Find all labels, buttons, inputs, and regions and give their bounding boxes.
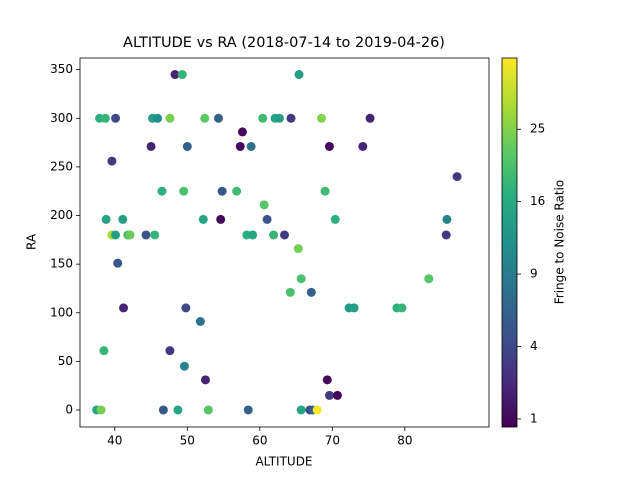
- y-tick-label: 0: [65, 402, 73, 416]
- point: [203, 405, 213, 415]
- point: [200, 113, 210, 123]
- point: [296, 405, 306, 415]
- point: [259, 200, 269, 210]
- point: [214, 113, 224, 123]
- point: [217, 186, 227, 196]
- point: [96, 405, 106, 415]
- colorbar: [501, 57, 518, 428]
- point: [181, 303, 191, 313]
- point: [157, 186, 167, 196]
- colorbar-tick-label: 9: [530, 267, 538, 281]
- point: [330, 214, 340, 224]
- point: [107, 156, 117, 166]
- point: [237, 127, 247, 137]
- point: [179, 361, 189, 371]
- point: [397, 303, 407, 313]
- point: [452, 172, 462, 182]
- point: [165, 346, 175, 356]
- point: [248, 230, 258, 240]
- point: [332, 390, 342, 400]
- point: [320, 186, 330, 196]
- point: [285, 287, 295, 297]
- point: [322, 375, 332, 385]
- point: [286, 113, 296, 123]
- y-tick-label: 100: [50, 305, 73, 319]
- point: [100, 113, 110, 123]
- point: [195, 317, 205, 327]
- point: [141, 230, 151, 240]
- point: [274, 113, 284, 123]
- x-tick-label: 40: [107, 434, 122, 448]
- colorbar-tick-label: 16: [530, 194, 545, 208]
- point: [150, 230, 160, 240]
- point: [441, 230, 451, 240]
- point: [296, 274, 306, 284]
- point: [111, 230, 121, 240]
- point: [306, 287, 316, 297]
- point: [165, 113, 175, 123]
- point: [158, 405, 168, 415]
- point: [99, 346, 109, 356]
- point: [146, 141, 156, 151]
- point: [424, 274, 434, 284]
- y-tick-label: 200: [50, 208, 73, 222]
- y-tick-label: 50: [58, 354, 73, 368]
- point: [173, 405, 183, 415]
- point: [269, 230, 279, 240]
- point: [125, 230, 135, 240]
- x-tick-label: 80: [397, 434, 412, 448]
- x-axis-label: ALTITUDE: [255, 455, 312, 469]
- point: [358, 141, 368, 151]
- point: [312, 405, 322, 415]
- point: [118, 214, 128, 224]
- point: [182, 141, 192, 151]
- y-tick-label: 350: [50, 62, 73, 76]
- point: [324, 141, 334, 151]
- colorbar-tick-label: 4: [530, 339, 538, 353]
- point: [293, 244, 303, 254]
- chart-title: ALTITUDE vs RA (2018-07-14 to 2019-04-26…: [123, 35, 445, 51]
- point: [235, 141, 245, 151]
- point: [216, 214, 226, 224]
- point: [179, 186, 189, 196]
- point: [153, 113, 163, 123]
- point: [262, 214, 272, 224]
- y-tick-label: 250: [50, 159, 73, 173]
- point: [113, 258, 123, 268]
- point: [442, 214, 452, 224]
- point: [294, 70, 304, 80]
- point: [119, 303, 129, 313]
- point: [324, 390, 334, 400]
- y-tick-label: 150: [50, 257, 73, 271]
- plot-frame: [79, 57, 490, 428]
- point: [349, 303, 359, 313]
- x-tick-label: 50: [180, 434, 195, 448]
- point: [365, 113, 375, 123]
- point: [198, 214, 208, 224]
- point: [232, 186, 242, 196]
- point: [246, 141, 256, 151]
- y-axis-label: RA: [25, 233, 39, 250]
- point: [258, 113, 268, 123]
- y-tick-label: 300: [50, 111, 73, 125]
- x-tick-label: 60: [252, 434, 267, 448]
- colorbar-tick-label: 25: [530, 122, 545, 136]
- x-tick-label: 70: [325, 434, 340, 448]
- point: [243, 405, 253, 415]
- colorbar-label: Fringe to Noise Ratio: [553, 180, 567, 305]
- colorbar-tick-label: 1: [530, 411, 538, 425]
- point: [111, 113, 121, 123]
- point: [316, 113, 326, 123]
- point: [177, 70, 187, 80]
- point: [170, 70, 180, 80]
- point: [200, 375, 210, 385]
- point: [101, 214, 111, 224]
- point: [280, 230, 289, 240]
